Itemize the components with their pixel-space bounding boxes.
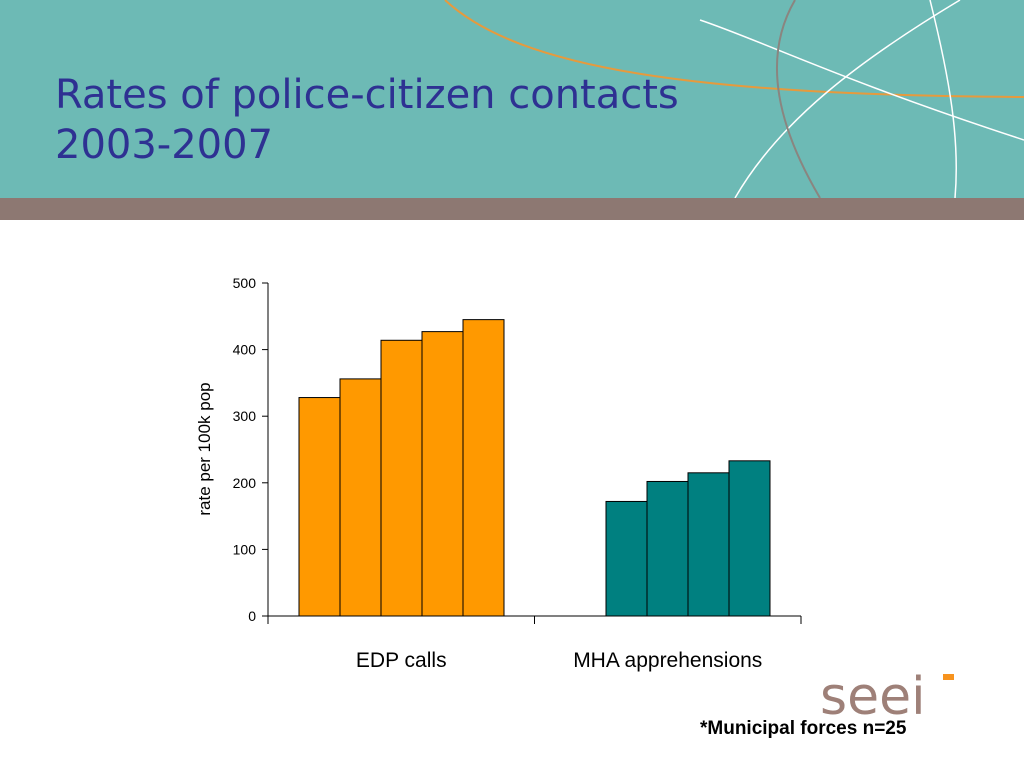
header-banner [0,0,1024,198]
bar-edp-4 [421,331,464,617]
bar-mha-2 [646,480,689,617]
header-divider-band [0,198,1024,220]
y-tick-label-200: 200 [233,475,257,491]
slide-title: Rates of police-citizen contacts 2003-20… [55,70,679,170]
decorative-curve-gray [776,0,821,198]
x-category-label-mha-apprehensions: MHA apprehensions [573,649,762,672]
bar-edp-2 [339,378,382,617]
bar-mha-4 [728,460,771,617]
decorative-curve-white-3 [929,0,957,198]
y-tick-label-0: 0 [248,608,256,624]
seei-logo: seei [820,667,954,724]
y-axis-title: rate per 100k pop [195,382,214,515]
bar-edp-5 [462,319,505,617]
bar-edp-1 [298,397,341,617]
decorative-curve-white-1 [699,19,1024,141]
y-tick-label-100: 100 [233,541,257,557]
decorative-curve-white-2 [734,0,961,198]
seei-logo-wordmark: seei [820,667,926,724]
y-tick-label-400: 400 [233,342,257,358]
bar-mha-3 [687,472,730,617]
slide-title-line-1: Rates of police-citizen contacts [55,72,679,118]
y-tick-label-300: 300 [233,408,257,424]
slide-title-line-2: 2003-2007 [55,122,274,168]
decorative-curves [444,0,1024,198]
x-category-label-edp-calls: EDP calls [356,649,447,672]
decorative-curve-orange [444,0,1024,98]
footnote: *Municipal forces n=25 [700,718,907,739]
bar-edp-3 [380,339,423,617]
bar-mha-1 [605,500,648,617]
seei-logo-accent [943,674,954,680]
y-tick-label-500: 500 [233,275,257,291]
